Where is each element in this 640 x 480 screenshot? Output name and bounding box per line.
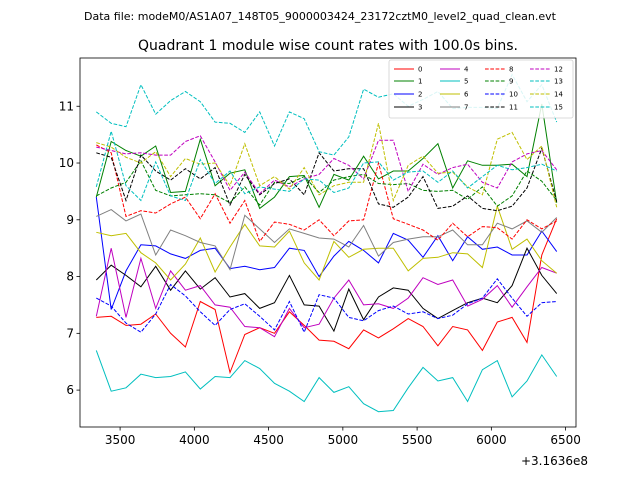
y-tick-label: 10: [59, 156, 74, 170]
y-tick-label: 8: [66, 270, 74, 284]
legend-label-5: 5: [464, 78, 468, 86]
series-line-8: [96, 144, 557, 243]
legend-label-0: 0: [418, 66, 422, 74]
series-line-14: [96, 123, 558, 208]
series-line-7: [96, 209, 558, 271]
y-tick-label: 11: [59, 99, 74, 113]
series-line-0: [96, 218, 558, 375]
series-line-10: [96, 277, 557, 334]
series-line-11: [96, 146, 558, 212]
legend-label-15: 15: [554, 104, 563, 112]
x-tick-label: 6500: [550, 433, 581, 447]
legend-label-13: 13: [554, 78, 563, 86]
legend-label-9: 9: [509, 78, 513, 86]
x-axis: 3500 4000 4500 5000 5500 6000 6500: [105, 427, 581, 447]
series-line-4: [95, 248, 557, 338]
x-tick-label: 4500: [253, 433, 284, 447]
legend-label-8: 8: [509, 66, 513, 74]
plot-frame: [79, 57, 577, 428]
legend-label-4: 4: [464, 66, 469, 74]
series-line-6: [96, 204, 558, 281]
x-tick-label: 3500: [105, 433, 136, 447]
x-tick-label: 4000: [179, 433, 210, 447]
legend-label-1: 1: [418, 78, 422, 86]
x-tick-label: 6000: [476, 433, 507, 447]
series-line-12: [96, 135, 558, 195]
series-line-2: [95, 197, 558, 310]
legend-label-14: 14: [554, 91, 563, 99]
legend-label-10: 10: [509, 91, 518, 99]
legend-label-2: 2: [418, 91, 422, 99]
series-layer: [95, 73, 558, 413]
y-tick-label: 6: [66, 383, 74, 397]
series-line-5: [95, 350, 558, 413]
legend-label-3: 3: [418, 104, 422, 112]
suptitle: Data file: modeM0/AS1A07_148T05_90000034…: [84, 10, 557, 23]
legend-label-12: 12: [554, 66, 563, 74]
series-line-15: [95, 129, 557, 202]
legend-label-6: 6: [464, 91, 469, 99]
y-tick-label: 9: [66, 213, 74, 227]
chart-title: Quadrant 1 module wise count rates with …: [138, 38, 518, 54]
x-tick-label: 5500: [402, 433, 433, 447]
series-line-1: [95, 103, 558, 210]
legend-frame: [388, 59, 574, 119]
legend-label-11: 11: [509, 104, 518, 112]
y-tick-label: 7: [66, 326, 74, 340]
x-tick-label: 5000: [328, 433, 359, 447]
x-offset-label: +3.1636e8: [521, 454, 588, 468]
y-axis: 6 7 8 9 10 11: [59, 99, 80, 397]
legend-label-7: 7: [464, 104, 468, 112]
